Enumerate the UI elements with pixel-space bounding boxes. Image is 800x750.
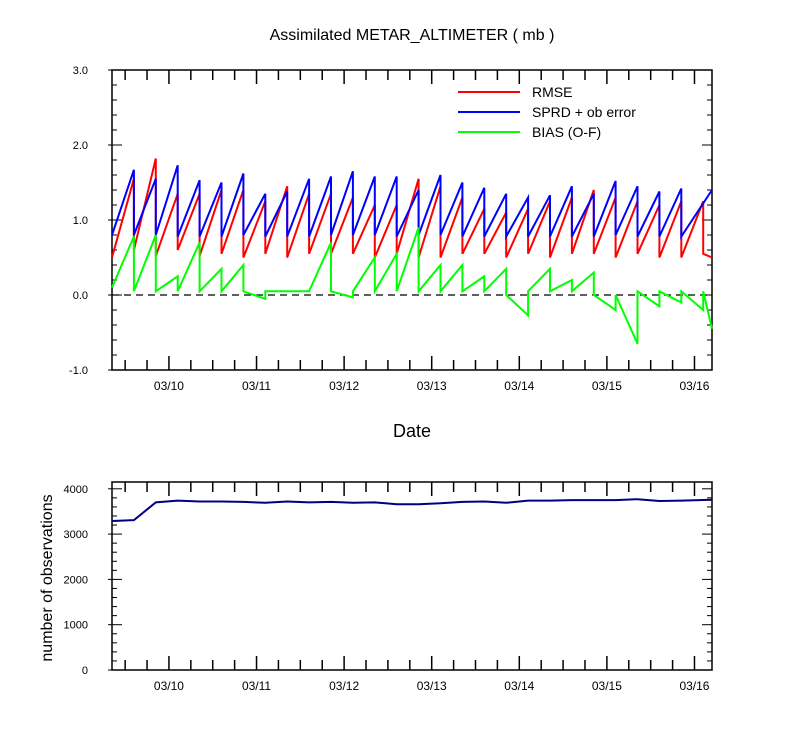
y-tick-label: 3.0	[73, 65, 88, 77]
x-tick-label: 03/12	[329, 679, 359, 693]
legend-label: RMSE	[532, 84, 572, 100]
x-tick-label: 03/13	[417, 679, 447, 693]
y-tick-label: 4000	[64, 484, 88, 496]
series-line-number-of-observations	[111, 498, 713, 522]
y-tick-label: -1.0	[69, 365, 88, 377]
y-tick-label: 0.0	[73, 290, 88, 302]
x-tick-label: 03/11	[242, 379, 271, 393]
x-tick-label: 03/12	[329, 379, 359, 393]
x-tick-label: 03/16	[679, 679, 709, 693]
x-tick-label: 03/15	[592, 379, 622, 393]
chart-title: Assimilated METAR_ALTIMETER ( mb )	[270, 27, 555, 44]
x-tick-label: 03/15	[592, 679, 622, 693]
top-chart-panel: 03/10 03/11 03/12 03/13 03/14 03/15 03/16 -1.0 0…	[69, 65, 713, 393]
legend-label: SPRD + ob error	[532, 104, 636, 120]
y-tick-label: 3000	[64, 529, 88, 541]
x-tick-label: 03/11	[242, 679, 271, 693]
bottom-chart-panel: 03/10 03/11 03/12 03/13 03/14 03/15 03/16 0 1000…	[64, 481, 713, 693]
x-tick-label: 03/10	[154, 679, 184, 693]
y-tick-label: 2.0	[73, 140, 88, 152]
x-tick-label: 03/14	[504, 379, 534, 393]
x-tick-label: 03/14	[504, 679, 534, 693]
legend-label: BIAS (O-F)	[532, 124, 601, 140]
series-line-sprd-ob-error	[111, 165, 713, 241]
x-tick-label: 03/10	[154, 379, 184, 393]
y-tick-label: 1.0	[73, 215, 88, 227]
x-tick-label: 03/13	[417, 379, 447, 393]
plot-frame	[111, 481, 713, 671]
x-axis-label: Date	[393, 421, 431, 441]
y-tick-label: 1000	[64, 620, 88, 632]
series-line-rmse	[111, 158, 713, 259]
x-tick-label: 03/16	[679, 379, 709, 393]
y-axis-label-observations: number of observations	[39, 494, 56, 661]
y-tick-label: 0	[82, 665, 88, 677]
series-line-bias-o-f	[111, 227, 713, 345]
y-tick-label: 2000	[64, 574, 88, 586]
